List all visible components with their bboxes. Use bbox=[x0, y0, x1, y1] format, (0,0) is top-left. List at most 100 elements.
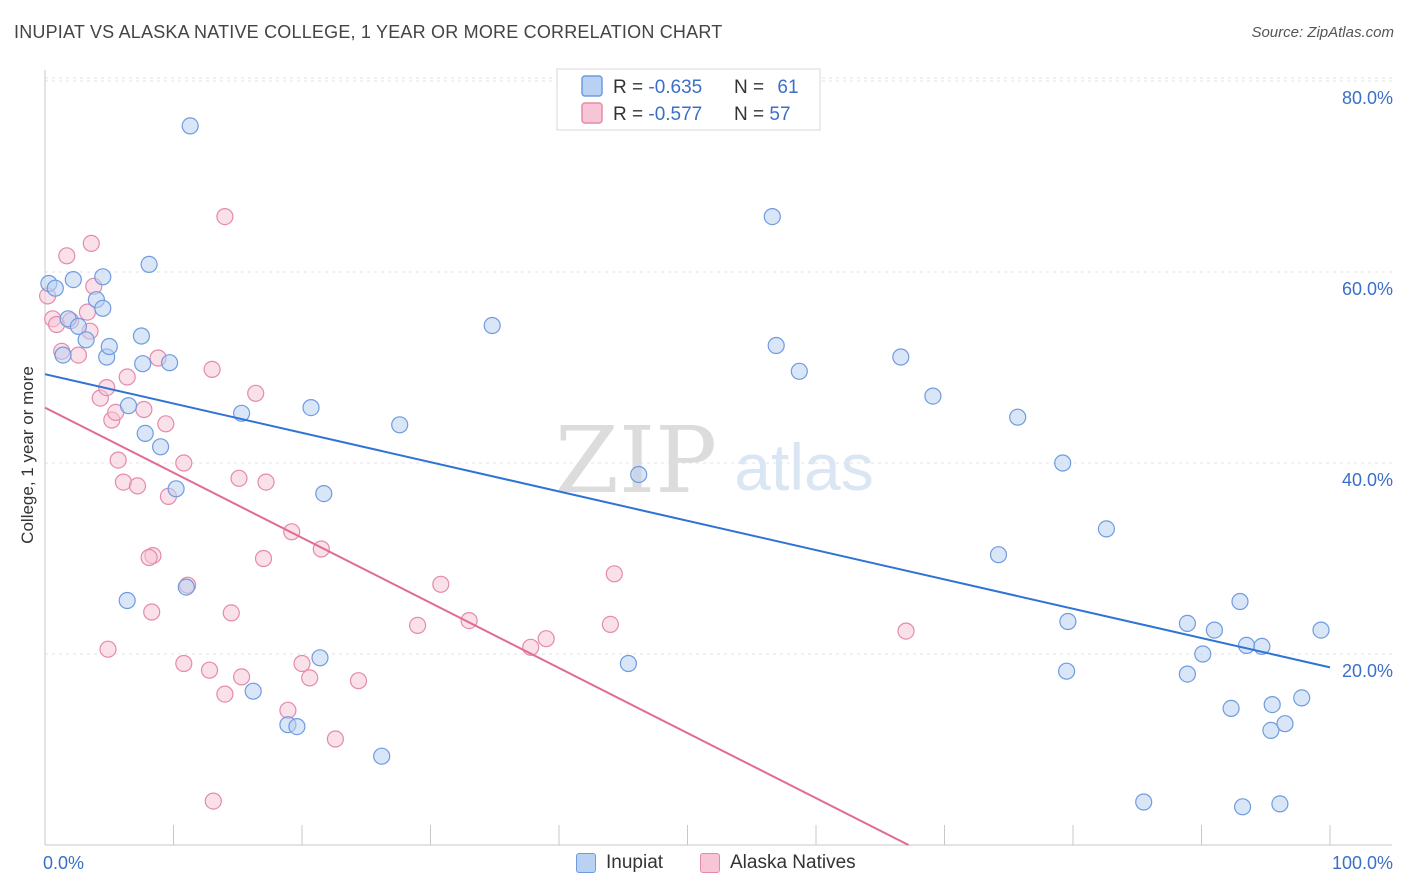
inupiat-point bbox=[619, 654, 638, 673]
chart-title: INUPIAT VS ALASKA NATIVE COLLEGE, 1 YEAR… bbox=[14, 22, 723, 42]
alaska-native-point bbox=[222, 604, 240, 622]
alaska-native-point bbox=[326, 730, 344, 748]
inupiat-point bbox=[1312, 621, 1330, 639]
alaska-native-point bbox=[897, 622, 915, 640]
axes bbox=[44, 70, 1392, 846]
top-legend: R = -0.635 N = 61 R = -0.577 N = 57 bbox=[556, 68, 821, 131]
legend-r-label: R = bbox=[613, 77, 648, 98]
legend-r-label: R = bbox=[613, 104, 648, 125]
alaska-native-point bbox=[349, 672, 368, 690]
legend-swatch-alaska bbox=[581, 102, 603, 124]
alaska-native-point bbox=[118, 368, 136, 386]
x-tick-label: 0.0% bbox=[43, 853, 84, 873]
inupiat-point bbox=[177, 578, 195, 596]
inupiat-point bbox=[391, 416, 409, 434]
svg-text:R = -0.635: R = -0.635 bbox=[613, 77, 702, 98]
inupiat-point bbox=[311, 649, 329, 667]
inupiat-point bbox=[1222, 699, 1240, 718]
inupiat-point bbox=[1263, 695, 1281, 714]
legend-swatch-alaska-natives bbox=[700, 853, 720, 873]
y-tick-label: 20.0% bbox=[1342, 661, 1393, 681]
y-tick-label: 40.0% bbox=[1342, 470, 1393, 490]
alaska-native-point bbox=[537, 630, 555, 648]
inupiat-point bbox=[167, 480, 185, 498]
watermark-zip: ZIP bbox=[555, 407, 717, 514]
inupiat-point bbox=[140, 255, 158, 273]
legend-item-alaska-natives[interactable]: Alaska Natives bbox=[700, 852, 856, 874]
alaska-native-trend-line bbox=[44, 406, 909, 846]
inupiat-point bbox=[767, 336, 785, 355]
alaska-native-point bbox=[254, 549, 273, 568]
inupiat-point bbox=[1057, 662, 1076, 680]
bottom-legend: Inupiat Alaska Natives bbox=[0, 852, 1406, 878]
inupiat-point bbox=[630, 465, 648, 484]
alaska-native-point bbox=[312, 540, 330, 558]
inupiat-point bbox=[373, 747, 391, 765]
legend-label-inupiat: Inupiat bbox=[606, 852, 664, 873]
svg-text:R = -0.577: R = -0.577 bbox=[613, 104, 702, 125]
alaska-native-point bbox=[204, 792, 222, 810]
inupiat-point bbox=[1054, 454, 1072, 472]
inupiat-point bbox=[64, 271, 82, 289]
inupiat-point bbox=[244, 682, 262, 700]
inupiat-trend-line bbox=[44, 373, 1331, 669]
inupiat-point bbox=[1262, 721, 1280, 740]
inupiat-point bbox=[1135, 793, 1153, 811]
alaska-native-point bbox=[175, 654, 193, 673]
inupiat-point bbox=[152, 438, 170, 456]
inupiat-point bbox=[763, 208, 781, 226]
inupiat-point bbox=[134, 355, 152, 373]
legend-swatch-inupiat bbox=[576, 853, 596, 873]
alaska-native-point bbox=[409, 616, 427, 635]
inupiat-point bbox=[1237, 636, 1256, 655]
legend-item-inupiat[interactable]: Inupiat bbox=[576, 852, 663, 874]
inupiat-point bbox=[136, 424, 154, 442]
inupiat-point bbox=[1194, 645, 1212, 663]
watermark-atlas: atlas bbox=[734, 430, 873, 504]
inupiat-point bbox=[46, 279, 64, 297]
alaska-native-point bbox=[69, 346, 88, 364]
inupiat-point bbox=[315, 485, 333, 503]
inupiat-point bbox=[892, 348, 910, 366]
legend-n-label: N = bbox=[734, 104, 769, 125]
inupiat-point bbox=[100, 337, 118, 356]
inupiat-point bbox=[1009, 408, 1027, 426]
inupiat-point bbox=[790, 362, 808, 380]
alaska-native-point bbox=[114, 473, 133, 491]
alaska-native-point bbox=[605, 565, 623, 583]
inupiat-point bbox=[1271, 795, 1289, 813]
inupiat-point bbox=[302, 399, 320, 417]
legend-label-alaska-natives: Alaska Natives bbox=[730, 852, 856, 873]
alaska-native-point bbox=[99, 640, 117, 658]
legend-n-value: 57 bbox=[769, 104, 790, 125]
y-tick-label: 80.0% bbox=[1342, 88, 1393, 108]
alaska-native-point bbox=[109, 451, 127, 469]
gridlines bbox=[45, 77, 1392, 655]
alaska-native-point bbox=[216, 208, 234, 226]
alaska-native-point bbox=[128, 477, 147, 495]
alaska-native-point bbox=[58, 247, 76, 265]
alaska-native-point bbox=[135, 400, 153, 419]
inupiat-point bbox=[118, 591, 136, 610]
alaska-native-point bbox=[230, 469, 248, 487]
inupiat-point bbox=[1097, 520, 1116, 538]
inupiat-point bbox=[288, 717, 306, 736]
source-credit: Source: ZipAtlas.com bbox=[1251, 24, 1394, 41]
alaska-native-point bbox=[200, 661, 219, 679]
tick-labels: 20.0% 40.0% 60.0% 80.0% 0.0% 100.0% bbox=[43, 88, 1393, 873]
legend-n-value: 61 bbox=[777, 77, 798, 98]
inupiat-point bbox=[1059, 612, 1077, 631]
inupiat-point bbox=[483, 316, 501, 335]
trend-lines bbox=[44, 373, 1331, 846]
inupiat-point bbox=[1178, 665, 1197, 683]
y-axis-label: College, 1 year or more bbox=[18, 366, 37, 544]
alaska-native-point bbox=[175, 454, 193, 472]
alaska-native-point bbox=[279, 701, 297, 719]
alaska-native-point bbox=[157, 415, 175, 433]
inupiat-point bbox=[1293, 689, 1311, 707]
alaska-native-point bbox=[247, 384, 265, 402]
inupiat-point bbox=[1233, 798, 1252, 816]
inupiat-point bbox=[132, 327, 150, 345]
legend-swatch-inupiat bbox=[581, 75, 603, 97]
